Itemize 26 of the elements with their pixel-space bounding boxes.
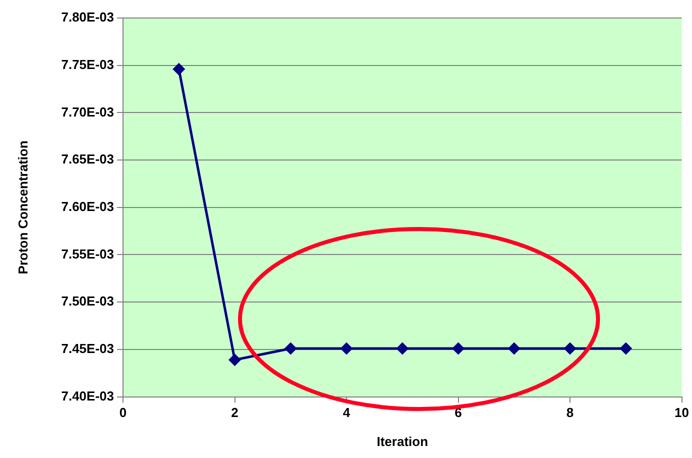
x-tick-label: 0 [119,405,127,420]
point [508,342,520,354]
y-tick-label: 7.50E-03 [61,294,114,309]
point [564,342,576,354]
y-tick-label: 7.70E-03 [61,104,114,120]
x-tick-label: 4 [342,405,351,420]
y-tick-label: 7.65E-03 [61,152,114,167]
point [173,63,185,75]
x-tick-label: 6 [454,405,462,420]
point [452,342,464,354]
y-tick-label: 7.55E-03 [61,246,114,262]
point [396,342,408,354]
point [340,342,352,354]
x-tick-label: 10 [674,405,690,420]
y-tick-label: 7.45E-03 [61,341,114,356]
y-tick-label: 7.40E-03 [61,388,114,404]
point [229,354,241,366]
x-axis-title: Iteration [376,434,428,449]
point [620,342,632,354]
x-tick-label: 8 [566,405,574,420]
x-tick-label: 2 [231,405,238,420]
y-tick-label: 7.75E-03 [61,56,114,72]
y-tick-label: 7.60E-03 [61,198,114,214]
y-tick-label: 7.80E-03 [61,10,114,25]
point [284,342,296,354]
y-axis-title: Proton Concentration [15,140,30,274]
